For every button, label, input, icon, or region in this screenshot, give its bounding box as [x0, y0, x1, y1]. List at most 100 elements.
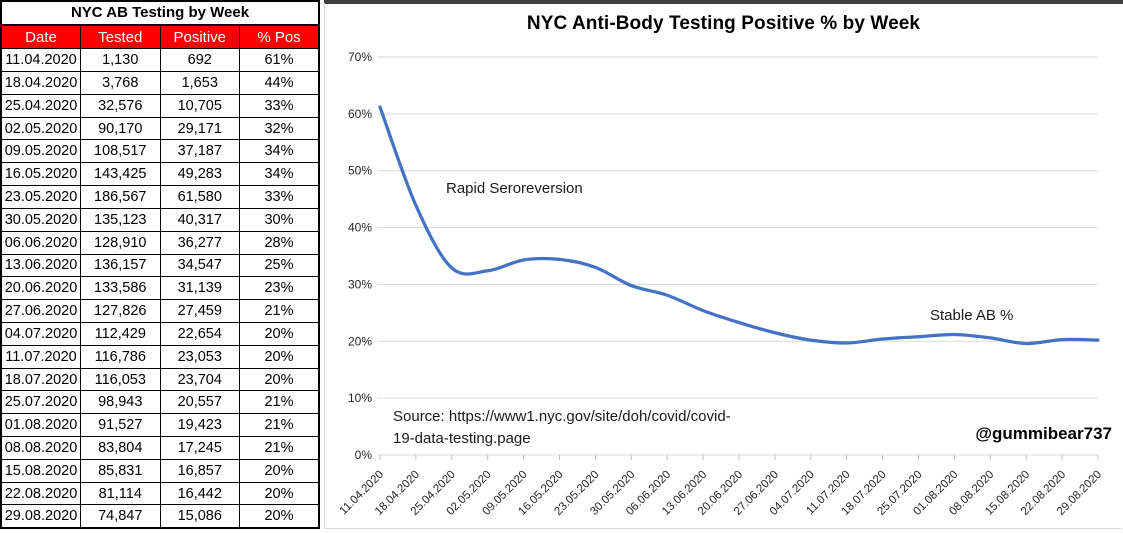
table-cell: 37,187 [159, 139, 240, 164]
table-cell: 143,425 [80, 162, 161, 187]
table-row: 13.06.2020 136,157 34,547 25% [0, 253, 320, 278]
positive-pct-line [378, 105, 1100, 346]
table-cell: 23.05.2020 [0, 185, 81, 209]
table-cell: 136,157 [80, 253, 161, 278]
table-row: 09.05.2020 108,517 37,187 34% [0, 139, 320, 164]
table-cell: 85,831 [80, 458, 161, 483]
table-cell: 49,283 [159, 162, 240, 187]
table-row: 30.05.2020 135,123 40,317 30% [0, 207, 320, 232]
table-cell: 17,245 [159, 436, 240, 460]
table-title: NYC AB Testing by Week [0, 0, 320, 26]
table-cell: 692 [159, 48, 240, 73]
table-cell: 25.04.2020 [0, 93, 81, 118]
table-row: 25.07.2020 98,943 20,557 21% [0, 390, 320, 415]
table-cell: 25% [239, 253, 320, 278]
table-cell: 25.07.2020 [0, 390, 81, 415]
table-row: 25.04.2020 32,576 10,705 33% [0, 93, 320, 118]
table-cell: 3,768 [80, 71, 161, 95]
table-row: 08.08.2020 83,804 17,245 21% [0, 436, 320, 460]
table-row: 04.07.2020 112,429 22,654 20% [0, 321, 320, 346]
table-cell: 30.05.2020 [0, 207, 81, 232]
table-cell: 27.06.2020 [0, 299, 81, 323]
table-row: 22.08.2020 81,114 16,442 20% [0, 481, 320, 506]
y-tick-label: 60% [348, 107, 372, 121]
table-cell: 90,170 [80, 116, 161, 141]
table-row: 18.07.2020 116,053 23,704 20% [0, 367, 320, 392]
table-cell: 61,580 [159, 185, 240, 209]
table-cell: 29.08.2020 [0, 504, 81, 530]
table-cell: 20% [239, 481, 320, 506]
table-row: 02.05.2020 90,170 29,171 32% [0, 116, 320, 141]
table-cell: 20% [239, 504, 320, 530]
table-cell: 127,826 [80, 299, 161, 323]
table-cell: 32% [239, 116, 320, 141]
line-chart: 0%10%20%30%40%50%60%70%11.04.202018.04.2… [338, 50, 1105, 518]
table-cell: 20.06.2020 [0, 276, 81, 301]
table-cell: 128,910 [80, 230, 161, 255]
table-cell: 04.07.2020 [0, 321, 81, 346]
table-cell: 20,557 [159, 390, 240, 415]
table-cell: 16,442 [159, 481, 240, 506]
table-cell: 23% [239, 276, 320, 301]
table-row: 15.08.2020 85,831 16,857 20% [0, 458, 320, 483]
ab-testing-table: NYC AB Testing by Week Date Tested Positiv… [0, 0, 320, 530]
y-tick-label: 70% [348, 50, 372, 64]
table-cell: 21% [239, 299, 320, 323]
credit-handle: @gummibear737 [975, 424, 1112, 443]
table-cell: 20% [239, 344, 320, 369]
y-tick-label: 0% [355, 448, 373, 462]
y-tick-label: 20% [348, 334, 372, 348]
table-cell: 27,459 [159, 299, 240, 323]
table-cell: 108,517 [80, 139, 161, 164]
table-cell: 15.08.2020 [0, 458, 81, 483]
table-cell: 44% [239, 71, 320, 95]
table-cell: 20% [239, 458, 320, 483]
chart-title: NYC Anti-Body Testing Positive % by Week [526, 13, 921, 34]
table-row: 23.05.2020 186,567 61,580 33% [0, 185, 320, 209]
table-cell: 20% [239, 367, 320, 392]
annotation-stable-ab: Stable AB % [930, 307, 1014, 324]
table-cell: 36,277 [159, 230, 240, 255]
table-cell: 112,429 [80, 321, 161, 346]
y-tick-label: 30% [348, 277, 372, 291]
y-tick-label: 40% [348, 221, 372, 235]
table-cell: 74,847 [80, 504, 161, 530]
table-cell: 18.04.2020 [0, 71, 81, 95]
table-cell: 18.07.2020 [0, 367, 81, 392]
table-cell: 61% [239, 48, 320, 73]
table-cell: 135,123 [80, 207, 161, 232]
table-cell: 83,804 [80, 436, 161, 460]
table-cell: 01.08.2020 [0, 413, 81, 438]
table-cell: 10,705 [159, 93, 240, 118]
source-note-line2: 19-data-testing.page [393, 430, 531, 447]
table-cell: 16,857 [159, 458, 240, 483]
column-header: Positive [159, 23, 240, 50]
table-cell: 15,086 [159, 504, 240, 530]
table-row: 11.04.2020 1,130 692 61% [0, 48, 320, 73]
table-row: 18.04.2020 3,768 1,653 44% [0, 71, 320, 95]
table-title-row: NYC AB Testing by Week [0, 0, 320, 26]
table-cell: 31,139 [159, 276, 240, 301]
table-cell: 1,653 [159, 71, 240, 95]
table-cell: 116,053 [80, 367, 161, 392]
table-cell: 1,130 [80, 48, 161, 73]
table-cell: 116,786 [80, 344, 161, 369]
table-cell: 98,943 [80, 390, 161, 415]
y-tick-label: 50% [348, 164, 372, 178]
table-cell: 19,423 [159, 413, 240, 438]
table-cell: 81,114 [80, 481, 161, 506]
table-cell: 34,547 [159, 253, 240, 278]
table-row: 20.06.2020 133,586 31,139 23% [0, 276, 320, 301]
table-cell: 23,053 [159, 344, 240, 369]
annotation-rapid-seroreversion: Rapid Seroreversion [446, 180, 583, 197]
table-row: 16.05.2020 143,425 49,283 34% [0, 162, 320, 187]
table-cell: 22.08.2020 [0, 481, 81, 506]
table-cell: 33% [239, 93, 320, 118]
chart-panel-top-strip [324, 0, 1123, 4]
table-cell: 29,171 [159, 116, 240, 141]
table-cell: 34% [239, 162, 320, 187]
table-row: 01.08.2020 91,527 19,423 21% [0, 413, 320, 438]
y-tick-label: 10% [348, 391, 372, 405]
source-note: Source: https://www1.nyc.gov/site/doh/co… [393, 406, 783, 450]
table-cell: 21% [239, 436, 320, 460]
